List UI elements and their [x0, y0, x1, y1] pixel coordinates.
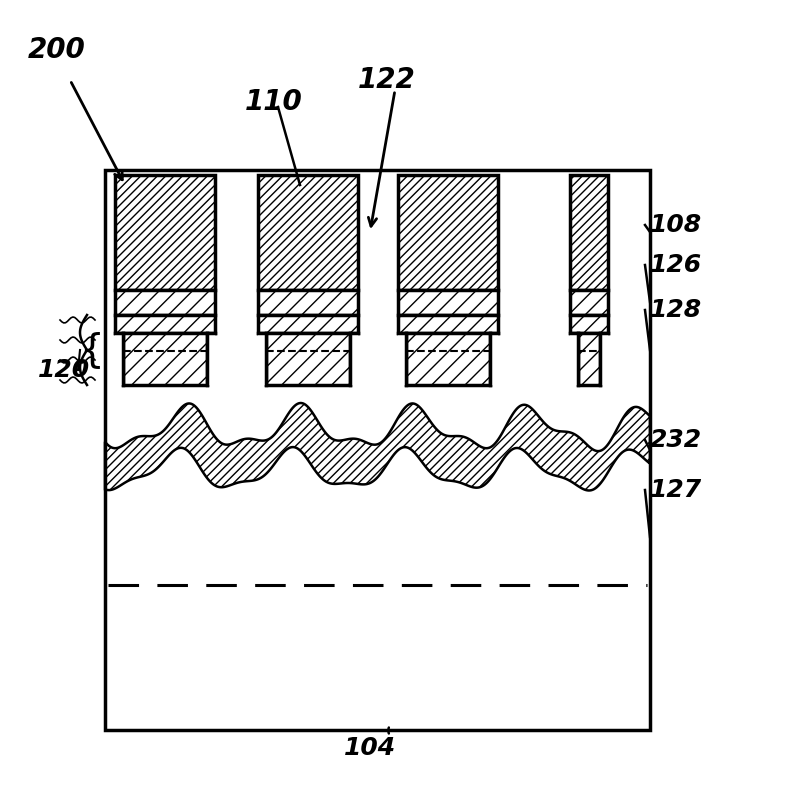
- Text: 122: 122: [358, 66, 415, 94]
- Bar: [398, 290, 498, 315]
- Bar: [570, 333, 578, 385]
- Text: {: {: [78, 331, 103, 369]
- Bar: [570, 290, 608, 315]
- Bar: [398, 315, 498, 333]
- Bar: [105, 170, 650, 730]
- Bar: [258, 333, 266, 385]
- Bar: [406, 333, 490, 385]
- Bar: [115, 315, 215, 333]
- Bar: [115, 333, 123, 385]
- Text: 126: 126: [650, 253, 702, 277]
- Text: 127: 127: [650, 478, 702, 502]
- Bar: [578, 333, 600, 385]
- Bar: [105, 170, 650, 730]
- Bar: [108, 173, 647, 385]
- Polygon shape: [105, 403, 650, 491]
- Bar: [490, 333, 498, 385]
- Bar: [123, 333, 207, 385]
- Text: 110: 110: [245, 88, 303, 116]
- Bar: [600, 333, 608, 385]
- Bar: [570, 315, 608, 333]
- Text: 200: 200: [28, 36, 85, 64]
- Text: 128: 128: [650, 298, 702, 322]
- Bar: [258, 290, 358, 315]
- Bar: [398, 175, 498, 290]
- Bar: [207, 333, 215, 385]
- Text: 232: 232: [650, 428, 702, 452]
- Bar: [258, 175, 358, 290]
- Bar: [107, 490, 648, 585]
- Text: 120: 120: [38, 358, 90, 382]
- Text: 104: 104: [344, 736, 396, 760]
- Bar: [107, 585, 648, 728]
- Bar: [266, 333, 350, 385]
- Bar: [115, 175, 215, 290]
- Text: 108: 108: [650, 213, 702, 237]
- Bar: [258, 315, 358, 333]
- Bar: [350, 333, 358, 385]
- Bar: [570, 175, 608, 290]
- Bar: [115, 290, 215, 315]
- Bar: [398, 333, 406, 385]
